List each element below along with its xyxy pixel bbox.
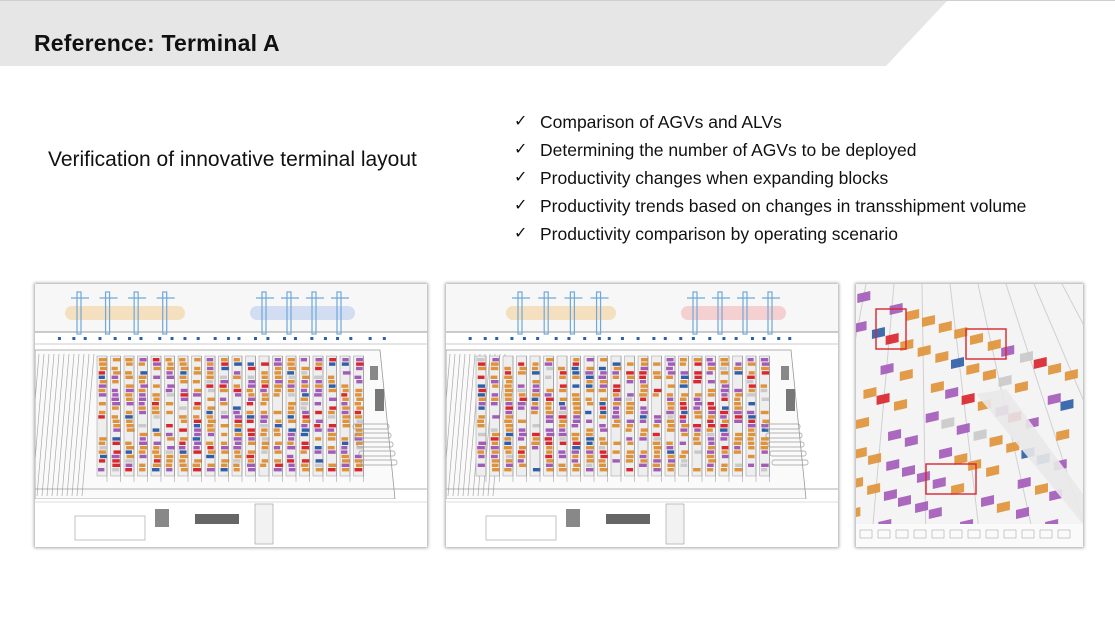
bullet-text: Comparison of AGVs and ALVs (540, 112, 782, 132)
bullet-text: Productivity trends based on changes in … (540, 196, 1027, 216)
header-band (0, 0, 1115, 66)
terminal-layout-image (35, 284, 427, 547)
check-icon: ✓ (514, 169, 528, 186)
list-item: ✓ Productivity changes when expanding blo… (514, 164, 1026, 192)
check-icon: ✓ (514, 197, 528, 214)
terminal-3d-perspective (856, 284, 1083, 547)
bullet-text: Productivity changes when expanding bloc… (540, 168, 889, 188)
list-item: ✓ Productivity comparison by operating sc… (514, 220, 1026, 248)
check-icon: ✓ (514, 141, 528, 158)
bullet-text: Determining the number of AGVs to be dep… (540, 140, 917, 160)
terminal-layout-image (446, 284, 838, 547)
terminal-3d-image (856, 284, 1083, 547)
bullet-list: ✓ Comparison of AGVs and ALVs ✓ Determinin… (514, 108, 1026, 248)
terminal-layout-simulation-2 (446, 284, 838, 547)
section-subtitle: Verification of innovative terminal layo… (48, 148, 417, 171)
list-item: ✓ Productivity trends based on changes in… (514, 192, 1026, 220)
header-band-shape (0, 0, 1115, 66)
list-item: ✓ Determining the number of AGVs to be de… (514, 136, 1026, 164)
page-title: Reference: Terminal A (34, 30, 280, 56)
terminal-layout-simulation-1 (35, 284, 427, 547)
list-item: ✓ Comparison of AGVs and ALVs (514, 108, 1026, 136)
bullet-text: Productivity comparison by operating sce… (540, 224, 898, 244)
check-icon: ✓ (514, 225, 528, 242)
check-icon: ✓ (514, 113, 528, 130)
